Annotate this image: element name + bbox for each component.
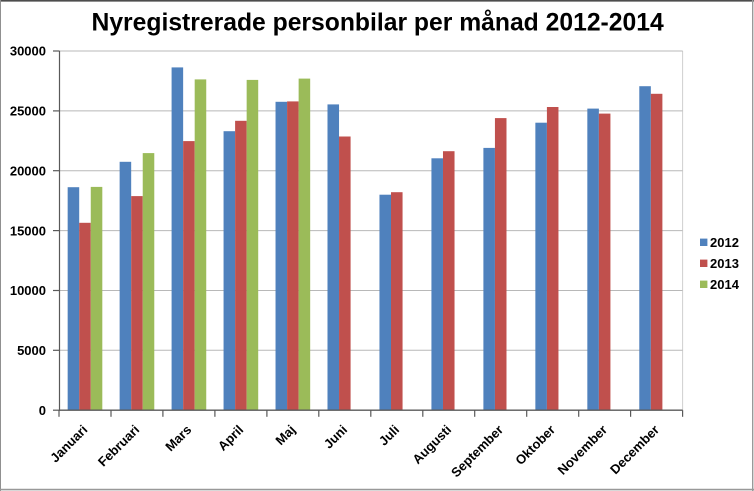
svg-text:5000: 5000 <box>17 343 46 358</box>
svg-text:2014: 2014 <box>710 277 740 292</box>
svg-text:30000: 30000 <box>10 44 46 59</box>
svg-text:10000: 10000 <box>10 283 46 298</box>
svg-text:0: 0 <box>39 403 46 418</box>
svg-text:20000: 20000 <box>10 163 46 178</box>
svg-text:Nyregistrerade personbilar per: Nyregistrerade personbilar per månad 201… <box>91 10 663 37</box>
svg-text:15000: 15000 <box>10 223 46 238</box>
svg-text:2012: 2012 <box>710 235 739 250</box>
svg-text:2013: 2013 <box>710 256 739 271</box>
svg-text:25000: 25000 <box>10 104 46 119</box>
